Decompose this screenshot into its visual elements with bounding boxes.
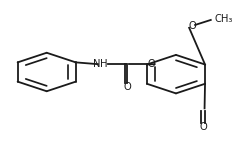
Text: O: O	[188, 21, 196, 31]
Text: O: O	[124, 82, 131, 92]
Text: CH₃: CH₃	[214, 14, 233, 24]
Text: O: O	[200, 122, 207, 132]
Text: H: H	[100, 59, 108, 69]
Text: O: O	[148, 59, 156, 69]
Text: N: N	[94, 59, 101, 69]
